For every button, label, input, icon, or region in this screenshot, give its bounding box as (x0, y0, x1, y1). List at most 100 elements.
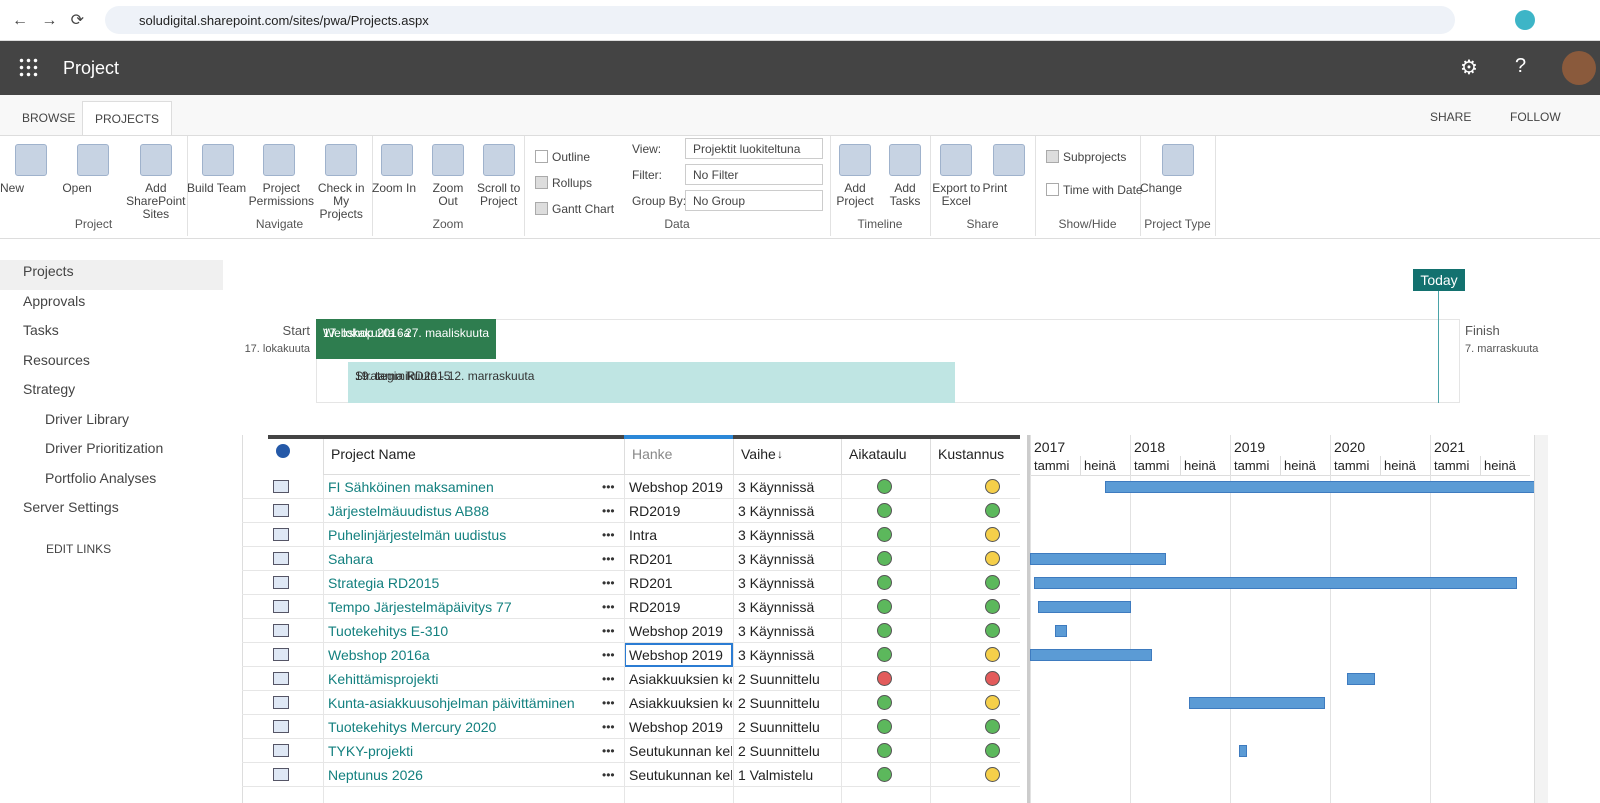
field-label: Filter: (632, 168, 662, 182)
ribbon-button[interactable]: Open (62, 144, 124, 195)
row-menu[interactable]: ••• (602, 600, 615, 614)
ribbon-button[interactable]: Zoom Out (423, 144, 474, 208)
project-name[interactable]: Strategia RD2015 (328, 575, 440, 591)
avatar[interactable] (1562, 51, 1596, 85)
vaihe: 2 Suunnittelu (738, 695, 820, 711)
button-label: Scroll to Project (476, 181, 521, 208)
project-name[interactable]: Tempo Järjestelmäpäivitys 77 (328, 599, 512, 615)
edit-links[interactable]: EDIT LINKS (46, 541, 112, 556)
timeline-bar[interactable]: Webshop 2016a 17. lokakuuta - 27. maalisk… (316, 319, 496, 359)
ribbon-button[interactable]: Print (983, 144, 1036, 195)
project-name[interactable]: Järjestelmäuudistus AB88 (328, 503, 490, 519)
year-label: 2020 (1334, 439, 1366, 455)
row-menu[interactable]: ••• (602, 480, 615, 494)
half-label: heinä (1184, 458, 1216, 473)
aikataulu-status (877, 671, 892, 686)
project-name[interactable]: TYKY-projekti (328, 743, 414, 759)
ribbon-button[interactable]: Add SharePoint Sites (125, 144, 187, 221)
column-header[interactable]: Hanke (624, 439, 733, 475)
row-menu[interactable]: ••• (602, 576, 615, 590)
row-menu[interactable]: ••• (602, 624, 615, 638)
project-name[interactable]: Tuotekehitys E-310 (328, 623, 449, 639)
ribbon-button[interactable]: Change (1140, 144, 1215, 195)
scrollbar[interactable] (1534, 435, 1548, 803)
ribbon-group: Data Outline Rollups Gantt Chart View: Projek… (524, 136, 831, 236)
checkbox[interactable]: Rollups (535, 176, 592, 190)
group-label: Project Type (1144, 217, 1211, 231)
column-header[interactable]: Project Name (323, 439, 624, 475)
project-name[interactable]: Sahara (328, 551, 374, 567)
start-date: 17. lokakuuta (244, 343, 310, 355)
row-icon (273, 696, 289, 709)
project-name[interactable]: Webshop 2016a (328, 647, 430, 663)
checkbox[interactable]: Time with Date (1046, 183, 1143, 197)
nav-item[interactable]: Strategy (23, 381, 76, 397)
row-menu[interactable]: ••• (602, 528, 615, 542)
column-header[interactable]: Kustannus (930, 439, 1020, 475)
column-header[interactable]: Aikataulu (841, 439, 930, 475)
row-menu[interactable]: ••• (602, 504, 615, 518)
dropdown[interactable]: No Filter (685, 164, 823, 185)
kustannus-status (985, 623, 1000, 638)
ribbon-button[interactable]: Check in My Projects (310, 144, 372, 221)
finish-label: Finish (1465, 323, 1500, 338)
dropdown[interactable]: Projektit luokiteltuna (685, 138, 823, 159)
help[interactable]: ? (1515, 55, 1527, 77)
row-menu[interactable]: ••• (602, 552, 615, 566)
nav-buttons[interactable]: ← → ⟳ (12, 12, 85, 29)
top-action[interactable]: SHARE (1430, 110, 1472, 124)
project-name[interactable]: Puhelinjärjestelmän uudistus (328, 527, 507, 543)
checkbox[interactable]: Gantt Chart (535, 202, 614, 216)
nav-subitem[interactable]: Portfolio Analyses (45, 469, 157, 486)
app-launcher[interactable] (18, 57, 38, 77)
checkbox[interactable]: Subprojects (1046, 150, 1126, 164)
aikataulu-status (877, 551, 892, 566)
button-icon (839, 144, 871, 176)
ribbon-button[interactable]: Add Tasks (880, 144, 930, 208)
nav-subitem[interactable]: Driver Prioritization (45, 440, 164, 456)
top-action[interactable]: FOLLOW (1510, 110, 1561, 124)
row-menu[interactable]: ••• (602, 744, 615, 758)
ribbon-button[interactable]: Zoom In (372, 144, 423, 195)
project-name[interactable]: FI Sähköinen maksaminen (328, 479, 494, 495)
ribbon-button[interactable]: Project Permissions (249, 144, 314, 208)
kustannus-status (985, 503, 1000, 518)
row-menu[interactable]: ••• (602, 768, 615, 782)
ribbon-button[interactable]: Export to Excel (930, 144, 983, 208)
group-label: Share (966, 217, 999, 231)
row-menu[interactable]: ••• (602, 648, 615, 662)
project-name[interactable]: Kehittämisprojekti (328, 671, 439, 687)
nav-item[interactable]: Approvals (23, 292, 86, 309)
column-line (624, 475, 625, 803)
project-name[interactable]: Tuotekehitys Mercury 2020 (328, 719, 497, 735)
address-field[interactable]: soludigital.sharepoint.com/sites/pwa/Pro… (105, 6, 1455, 34)
column-line (733, 475, 734, 803)
nav-item[interactable]: Projects (23, 263, 74, 279)
row-icon (273, 624, 289, 637)
project-name[interactable]: Neptunus 2026 (328, 767, 423, 783)
ribbon-button[interactable]: New (0, 144, 62, 195)
row-menu[interactable]: ••• (602, 696, 615, 710)
check-box (1046, 150, 1059, 163)
half-label: tammi (1034, 458, 1070, 473)
profile[interactable] (1515, 10, 1535, 30)
nav-subitem[interactable]: Driver Library (45, 410, 130, 427)
checkbox[interactable]: Outline (535, 150, 590, 164)
column-header[interactable]: Vaihe (733, 439, 841, 475)
tab[interactable]: BROWSE (22, 111, 76, 125)
ribbon-button[interactable]: Add Project (830, 144, 880, 208)
nav-item[interactable]: Resources (23, 351, 90, 368)
dropdown[interactable]: No Group (685, 190, 823, 211)
nav-item[interactable]: Server Settings (23, 499, 119, 515)
row-menu[interactable]: ••• (602, 720, 615, 734)
timeline-bar[interactable]: Strategia RD2015 19. tammikuuta - 12. mar… (348, 362, 955, 403)
ribbon-button[interactable]: Scroll to Project (473, 144, 524, 208)
ribbon-group: Zoom Zoom In Zoom Out Scroll to Project (372, 136, 525, 236)
nav-item[interactable]: Tasks (23, 322, 59, 338)
vaihe: 3 Käynnissä (738, 575, 815, 591)
row-menu[interactable]: ••• (602, 672, 615, 686)
tab[interactable]: PROJECTS (82, 101, 173, 135)
project-name[interactable]: Kunta-asiakkuusohjelman päivittäminen (328, 695, 575, 711)
ribbon-button[interactable]: Build Team (187, 144, 249, 195)
settings[interactable]: ⚙ (1460, 57, 1478, 79)
